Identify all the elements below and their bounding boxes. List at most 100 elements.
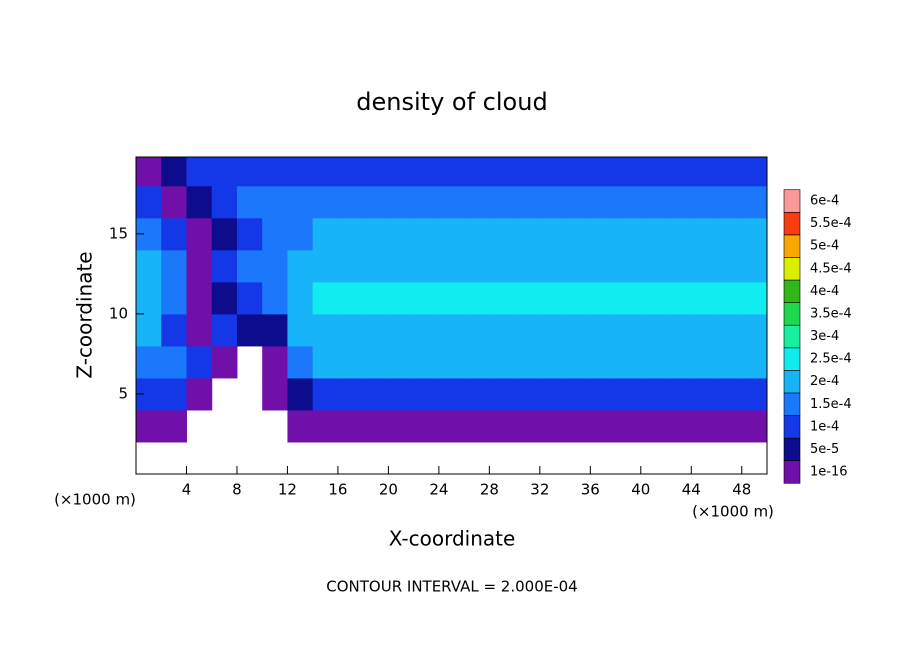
heatmap-cell [186, 249, 213, 283]
heatmap-cell [565, 185, 591, 219]
heatmap-cell [363, 281, 389, 315]
heatmap-cell [413, 377, 440, 411]
heatmap-cell [565, 345, 591, 379]
x-tick-label: 8 [232, 481, 242, 499]
heatmap-cell [312, 313, 339, 347]
heatmap-cell [590, 409, 617, 443]
heatmap-cell [464, 249, 490, 283]
heatmap-cell [666, 157, 692, 187]
heatmap-cell [489, 313, 516, 347]
colorbar-label: 1.5e-4 [810, 397, 852, 412]
heatmap-cell [514, 157, 541, 187]
colorbar-label: 2.5e-4 [810, 352, 852, 367]
heatmap-cell [489, 249, 516, 283]
heatmap-cell [514, 249, 541, 283]
colorbar-box [783, 347, 801, 371]
heatmap-cell [236, 217, 263, 251]
colorbar-label: 6e-4 [810, 194, 839, 209]
heatmap-cell [211, 281, 238, 315]
x-tick-label: 20 [379, 481, 398, 499]
heatmap-cell [287, 217, 314, 251]
heatmap-cell [136, 249, 162, 283]
heatmap-cell [640, 217, 667, 251]
heatmap-cell [186, 157, 213, 187]
heatmap-cell [136, 409, 162, 443]
heatmap-cell [211, 157, 238, 187]
heatmap-cell [211, 313, 238, 347]
heatmap-cell [287, 281, 314, 315]
x-tick-label: 32 [530, 481, 549, 499]
heatmap-cell [363, 313, 389, 347]
heatmap-cell [186, 377, 213, 411]
heatmap-cell [136, 313, 162, 347]
heatmap-cell [539, 185, 566, 219]
heatmap-cell [287, 249, 314, 283]
heatmap-cell [640, 345, 667, 379]
heatmap-cell [287, 377, 314, 411]
heatmap-cell [741, 217, 768, 251]
heatmap-cell [312, 217, 339, 251]
heatmap-cell [514, 185, 541, 219]
heatmap-cell [514, 281, 541, 315]
heatmap-cell [161, 313, 187, 347]
heatmap-cell [615, 217, 642, 251]
heatmap-cell [741, 377, 768, 411]
heatmap-cell [615, 409, 642, 443]
heatmap-cell [438, 157, 465, 187]
heatmap-cell [363, 217, 389, 251]
heatmap-cell [741, 157, 768, 187]
heatmap-cell [741, 313, 768, 347]
heatmap-cell [136, 157, 162, 187]
heatmap-cell [716, 313, 743, 347]
y-tick-label: 10 [109, 304, 128, 322]
heatmap-cell [489, 345, 516, 379]
heatmap-cell [337, 409, 364, 443]
heatmap-cell [666, 409, 692, 443]
colorbar-box [783, 211, 801, 236]
heatmap-cell [363, 345, 389, 379]
heatmap-cell [666, 377, 692, 411]
heatmap-cell [464, 409, 490, 443]
heatmap-cell [337, 377, 364, 411]
heatmap-cell [388, 217, 415, 251]
heatmap-cell [438, 377, 465, 411]
heatmap-cell [565, 377, 591, 411]
heatmap-cell [615, 345, 642, 379]
heatmap-cell [741, 345, 768, 379]
heatmap-cell [716, 249, 743, 283]
heatmap-cell [691, 313, 718, 347]
heatmap-cell [337, 345, 364, 379]
heatmap-cell [388, 185, 415, 219]
heatmap-cell [514, 377, 541, 411]
y-axis-label: Z-coordinate [73, 251, 97, 378]
heatmap-cell [236, 281, 263, 315]
x-tick-label: 12 [278, 481, 297, 499]
heatmap-cell [514, 409, 541, 443]
heatmap-cell [565, 217, 591, 251]
heatmap-cell [691, 281, 718, 315]
x-axis-label: X-coordinate [389, 527, 516, 551]
heatmap-cell [312, 377, 339, 411]
heatmap-cell [186, 345, 213, 379]
heatmap-cell [262, 345, 288, 379]
footer-note: CONTOUR INTERVAL = 2.000E-04 [326, 578, 577, 596]
x-unit-label: (×1000 m) [692, 503, 774, 521]
heatmap-cell [312, 281, 339, 315]
heatmap-cell [337, 249, 364, 283]
heatmap-cell [590, 185, 617, 219]
heatmap-cell [161, 217, 187, 251]
heatmap-cell [666, 249, 692, 283]
colorbar-box [783, 437, 801, 462]
heatmap-cell [236, 249, 263, 283]
heatmap-cell [211, 185, 238, 219]
heatmap-cell [489, 409, 516, 443]
colorbar-box [783, 370, 801, 394]
heatmap-cell [590, 377, 617, 411]
heatmap-cell [666, 281, 692, 315]
heatmap-cell [413, 217, 440, 251]
colorbar-label: 2e-4 [810, 374, 839, 389]
heatmap-cell [464, 185, 490, 219]
heatmap-cell [741, 281, 768, 315]
heatmap-cell [666, 313, 692, 347]
